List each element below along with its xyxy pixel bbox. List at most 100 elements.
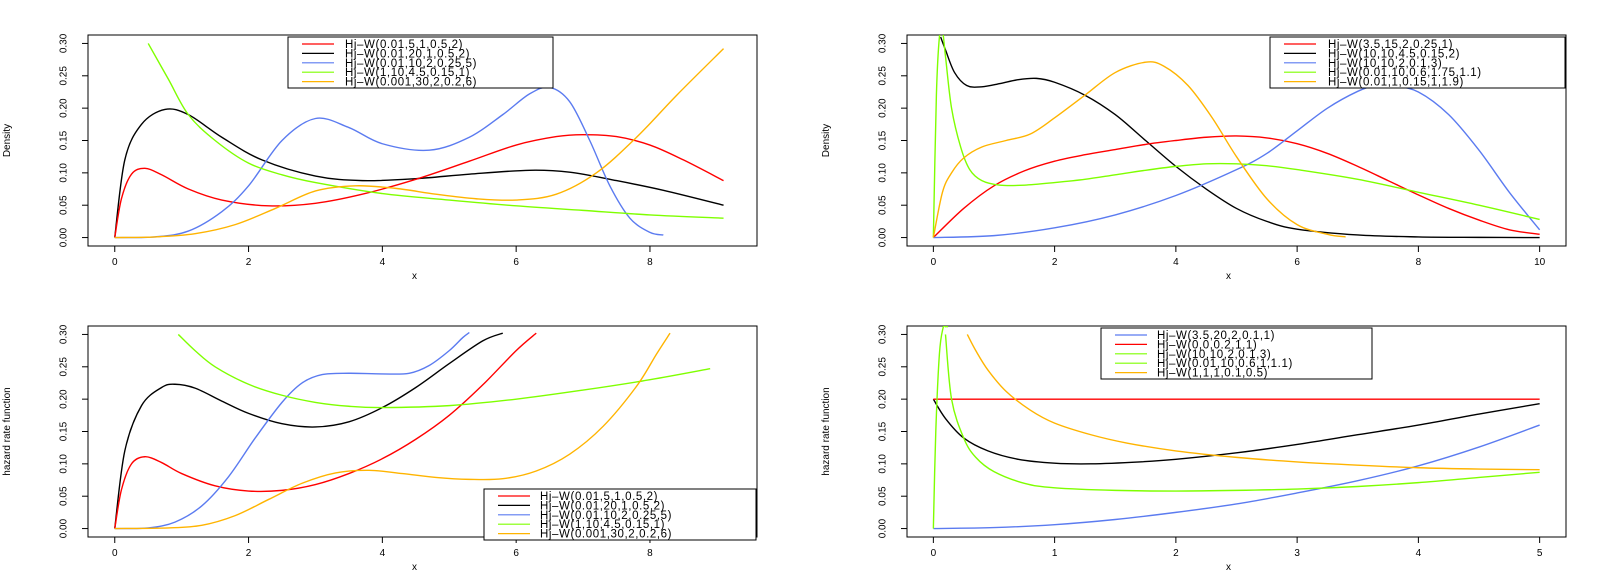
series-line-3 — [933, 424, 1540, 530]
legend-label: Hj–W(3.5,15,2,0.25,1) — [1328, 39, 1453, 51]
series-line-4 — [177, 333, 711, 409]
y-tick-label: 0.10 — [878, 454, 889, 474]
y-tick-label: 0.20 — [878, 98, 889, 118]
y-tick-label: 0.20 — [59, 389, 70, 409]
x-tick-label: 4 — [380, 548, 386, 559]
x-tick-label: 1 — [1052, 548, 1058, 559]
series-line-4 — [932, 326, 948, 529]
legend-label: Hj–W(0.001,30,2,0.2,6) — [540, 529, 672, 541]
legend-label: Hj–W(0.01,20,1,0.5,2) — [540, 500, 665, 512]
series-line-3 — [114, 86, 664, 239]
legend-label: Hj–W(0.01,5,1,0.5,2) — [345, 39, 463, 51]
x-tick-label: 2 — [246, 257, 252, 268]
y-tick-label: 0.15 — [59, 130, 70, 150]
y-tick-label: 0.10 — [878, 163, 889, 183]
y-tick-label: 0.15 — [59, 421, 70, 441]
legend-label: Hj–W(0.01,10,0.6,1.75,1.1) — [1328, 67, 1482, 79]
chart-panel-1: 0 2 4 6 8 0.00 0.05 0.10 0.15 0.20 0.25 0.30 x Densit… — [2, 33, 758, 282]
x-axis-label: x — [412, 271, 417, 282]
legend-label: Hj–W(3.5,20,2,0.1,1) — [1157, 330, 1275, 342]
x-tick-label: 4 — [380, 257, 386, 268]
series-line-1 — [939, 36, 1540, 239]
series-group — [114, 331, 711, 530]
series-line-4 — [932, 35, 1540, 238]
y-tick-label: 0.30 — [878, 33, 889, 53]
series-line-4 — [147, 43, 724, 219]
y-tick-label: 0.05 — [59, 486, 70, 506]
y-tick-label: 0.20 — [878, 389, 889, 409]
x-tick-label: 8 — [647, 548, 653, 559]
chart-panel-2: 0 2 4 6 8 10 0.00 0.05 0.10 0.15 0.20 0.25 0.30 x Dens… — [821, 33, 1567, 282]
series-line-2 — [932, 135, 1540, 239]
legend-label: Hj–W(1,10,4.5,0.15,1) — [345, 67, 470, 79]
y-axis-label: hazard rate function — [821, 387, 832, 475]
y-axis-label: Density — [2, 124, 13, 157]
y-axis-label: hazard rate function — [2, 387, 13, 475]
chart-panel-3: 0 2 4 6 8 0.00 0.05 0.10 0.15 0.20 0.25 0.30 x hazard… — [2, 324, 758, 573]
x-tick-label: 0 — [112, 548, 118, 559]
legend-label: Hj–W(0.01,10,2,0.25,5) — [540, 510, 672, 522]
legend-label: Hj–W(0.01,10,0.6,1,1.1) — [1157, 358, 1293, 370]
series-line-1 — [114, 108, 724, 238]
series-line-5 — [932, 61, 1346, 238]
y-tick-label: 0.25 — [59, 357, 70, 377]
series-group — [932, 35, 1541, 239]
legend-label: Hj–W(10,10,4.5,0.15,2) — [1328, 48, 1460, 60]
series-line-5 — [944, 334, 1540, 492]
y-tick-label: 0.25 — [59, 66, 70, 86]
series-line-3 — [933, 84, 1541, 239]
legend-label: Hj–W(0.01,1,0.15,1,1.9) — [1328, 77, 1464, 89]
y-tick-label: 0.00 — [878, 518, 889, 538]
series-group — [114, 43, 725, 239]
legend-label: Hj–W(0.001,30,2,0.2,6) — [345, 77, 477, 89]
series-line-5 — [114, 332, 671, 530]
series-group — [932, 326, 1540, 530]
x-tick-label: 4 — [1416, 548, 1422, 559]
legend: Hj–W(0.01,5,1,0.5,2)Hj–W(0.01,20,1,0.5,2… — [287, 36, 554, 89]
x-tick-label: 8 — [1416, 257, 1422, 268]
x-tick-label: 10 — [1534, 257, 1546, 268]
x-tick-label: 8 — [647, 257, 653, 268]
chart-panel-4: 0 1 2 3 4 5 0.00 0.05 0.10 0.15 0.20 0.25 0.30 x hazar… — [821, 324, 1567, 573]
y-tick-label: 0.00 — [59, 518, 70, 538]
x-tick-label: 3 — [1294, 548, 1300, 559]
y-tick-label: 0.30 — [878, 324, 889, 344]
legend-box — [1269, 36, 1566, 89]
x-tick-label: 6 — [1294, 257, 1300, 268]
legend-label: Hj–W(1,1,1,0.1,0.5) — [1157, 368, 1268, 380]
y-tick-label: 0.05 — [59, 195, 70, 215]
series-line-1 — [932, 398, 1540, 465]
series-line-2 — [114, 332, 537, 529]
x-tick-label: 2 — [1173, 548, 1179, 559]
y-tick-label: 0.05 — [878, 195, 889, 215]
series-line-6 — [966, 334, 1540, 471]
legend-label: Hj–W(1,10,4.5,0.15,1) — [540, 519, 665, 531]
series-line-1 — [114, 332, 504, 529]
legend: Hj–W(3.5,20,2,0.1,1)Hj–W(0,0,0.2,1,1)Hj–… — [1100, 327, 1373, 380]
x-tick-label: 4 — [1173, 257, 1179, 268]
x-tick-label: 0 — [931, 548, 937, 559]
y-tick-label: 0.20 — [59, 98, 70, 118]
y-axis-label: Density — [821, 124, 832, 157]
series-line-2 — [114, 133, 724, 238]
x-axis-label: x — [412, 562, 417, 573]
y-tick-label: 0.15 — [878, 421, 889, 441]
legend: Hj–W(0.01,5,1,0.5,2)Hj–W(0.01,20,1,0.5,2… — [483, 488, 757, 541]
x-tick-label: 0 — [931, 257, 937, 268]
y-tick-label: 0.15 — [878, 130, 889, 150]
series-line-3 — [114, 331, 470, 530]
x-tick-label: 6 — [513, 257, 519, 268]
y-tick-label: 0.25 — [878, 357, 889, 377]
x-tick-label: 2 — [246, 548, 252, 559]
legend: Hj–W(3.5,15,2,0.25,1)Hj–W(10,10,4.5,0.15… — [1269, 36, 1566, 89]
legend-label: Hj–W(10,10,2,0.1,3) — [1328, 58, 1442, 70]
legend-label: Hj–W(0.01,20,1,0.5,2) — [345, 48, 470, 60]
y-tick-label: 0.10 — [59, 454, 70, 474]
y-tick-label: 0.25 — [878, 66, 889, 86]
y-tick-label: 0.05 — [878, 486, 889, 506]
x-tick-label: 0 — [112, 257, 118, 268]
x-axis-label: x — [1226, 562, 1231, 573]
legend-label: Hj–W(0.01,5,1,0.5,2) — [540, 491, 658, 503]
legend-box — [483, 488, 757, 541]
x-tick-label: 2 — [1052, 257, 1058, 268]
